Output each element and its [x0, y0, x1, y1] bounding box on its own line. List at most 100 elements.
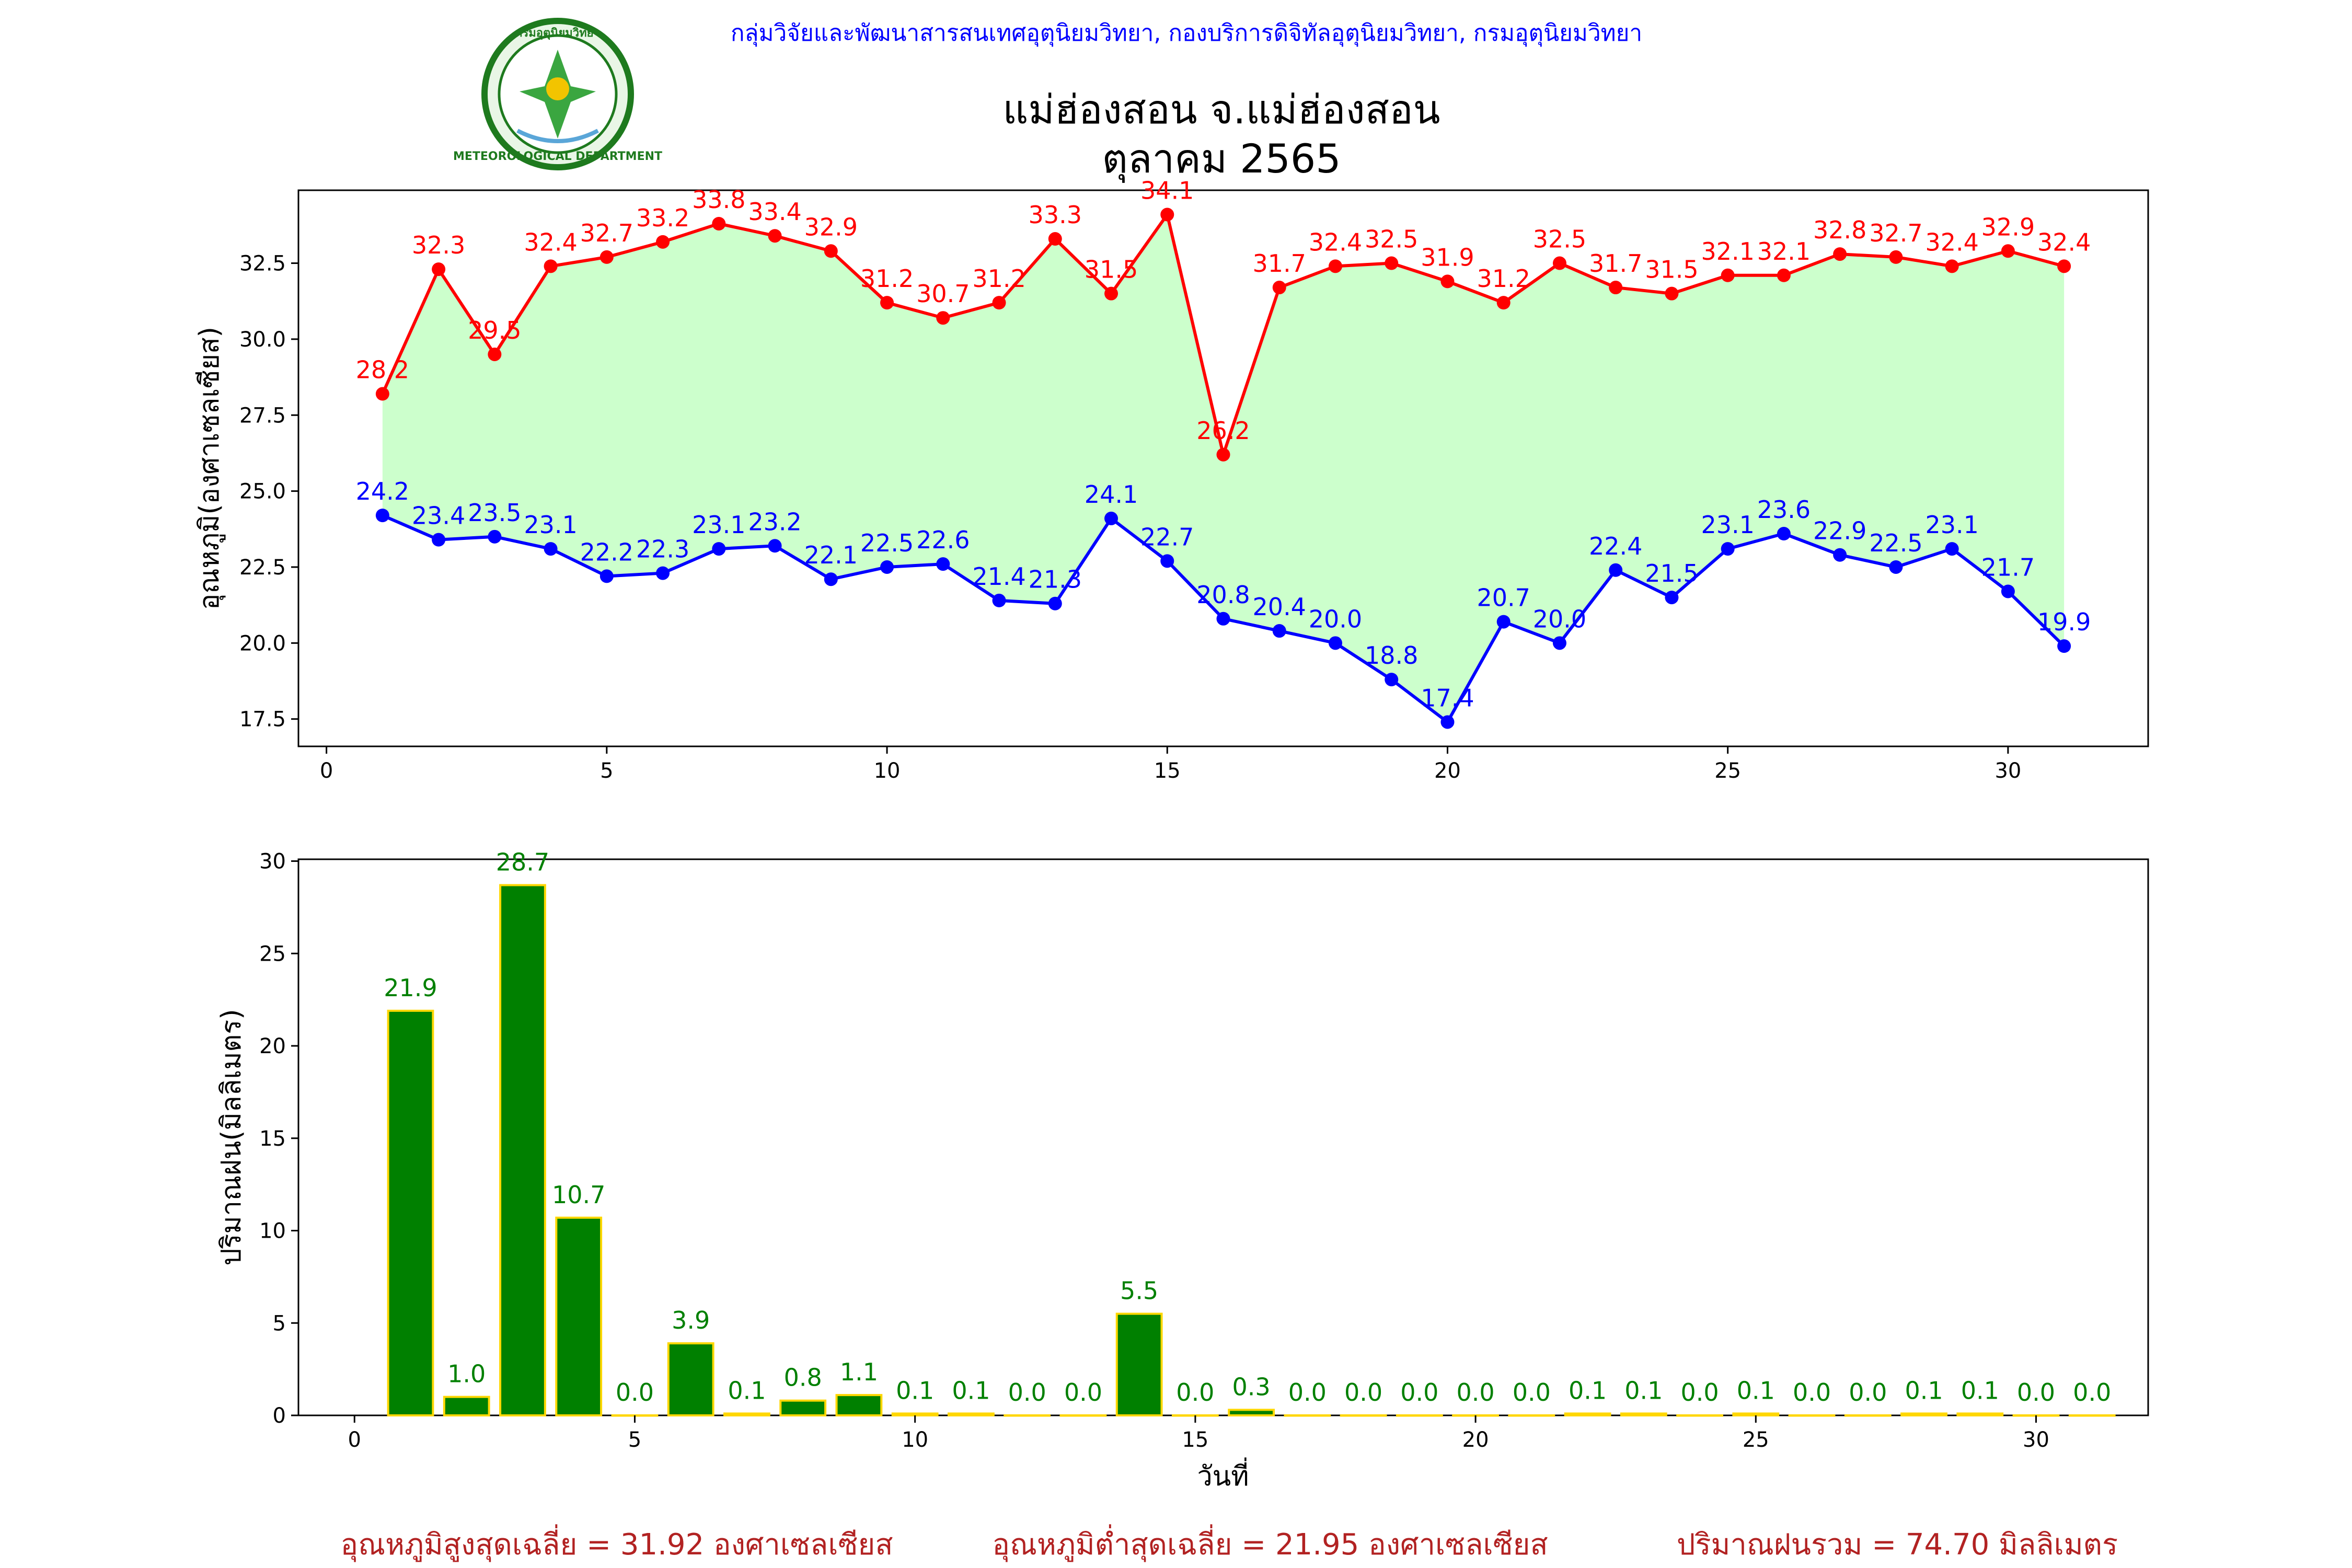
avg-max-temp-summary: อุณหภูมิสูงสุดเฉลี่ย = 31.92 องศาเซลเซีย…	[340, 1524, 893, 1562]
max-temperature-label: 31.5	[1085, 256, 1138, 284]
max-temperature-point	[1777, 268, 1791, 282]
min-temperature-point	[768, 539, 782, 553]
rainfall-bar	[1732, 1412, 1780, 1416]
max-temperature-label: 30.7	[916, 280, 970, 308]
max-temperature-label: 32.7	[1869, 219, 1922, 247]
min-temperature-label: 22.7	[1140, 523, 1194, 551]
rainfall-bar	[1284, 1414, 1331, 1417]
max-temperature-label: 32.5	[1365, 225, 1418, 253]
rainfall-label: 0.0	[1400, 1378, 1438, 1406]
max-temperature-label: 31.5	[1645, 256, 1698, 284]
x-tick-label: 30	[1994, 759, 2021, 783]
x-tick-label: 10	[902, 1428, 928, 1452]
rainfall-label: 0.1	[896, 1376, 934, 1404]
rainfall-label: 0.0	[1849, 1378, 1887, 1406]
max-temperature-point	[432, 262, 446, 276]
rainfall-bar	[1620, 1412, 1667, 1416]
x-tick-label: 20	[1434, 759, 1461, 783]
rainfall-label: 28.7	[496, 848, 549, 876]
min-temperature-label: 24.1	[1085, 480, 1138, 509]
rainfall-bar	[1228, 1409, 1275, 1416]
min-temperature-label: 23.4	[412, 502, 465, 530]
max-temperature-label: 31.7	[1589, 249, 1642, 278]
rainfall-label: 0.1	[1961, 1376, 1999, 1404]
max-temperature-point	[2001, 244, 2015, 258]
tmd-seal-logo: กรมอุตุนิยมวิทยา METEOROLOGICAL DEPARTME…	[453, 18, 662, 170]
max-temperature-label: 32.1	[1757, 237, 1811, 266]
rainfall-label: 0.1	[1737, 1376, 1775, 1404]
max-temperature-label: 31.9	[1421, 243, 1474, 271]
min-temperature-point	[1721, 542, 1735, 556]
rainfall-label: 0.0	[2017, 1378, 2055, 1406]
max-temperature-point	[1048, 232, 1062, 246]
max-temperature-point	[1609, 281, 1623, 295]
y-tick-label: 30	[259, 850, 286, 874]
min-temperature-label: 17.4	[1421, 684, 1474, 712]
rainfall-bar	[1900, 1412, 1947, 1416]
min-temperature-point	[1104, 511, 1119, 525]
max-temperature-label: 33.8	[692, 186, 745, 214]
min-temperature-label: 23.5	[468, 499, 521, 527]
rainfall-y-ticks: 0 5 10 15 20 25 30	[259, 850, 298, 1428]
max-temperature-label: 26.2	[1196, 417, 1250, 445]
svg-text:METEOROLOGICAL DEPARTMENT: METEOROLOGICAL DEPARTMENT	[453, 150, 662, 163]
rainfall-bar	[1844, 1414, 1892, 1417]
min-temperature-label: 23.1	[692, 511, 745, 539]
max-temperature-label: 31.2	[860, 264, 914, 293]
rainfall-bars: 21.9 1.0 28.7 10.7 0.0 3.9 0.1 0.8 1.1 0.1 0.1 0.0 0…	[384, 848, 2116, 1417]
y-tick-label: 30.0	[239, 328, 286, 352]
max-temperature-label: 29.5	[468, 316, 521, 344]
min-temperature-point	[1945, 542, 1959, 556]
max-temperature-point	[880, 296, 894, 310]
max-temperature-point	[824, 244, 838, 258]
min-temperature-label: 20.4	[1253, 593, 1306, 621]
max-temperature-point	[1833, 247, 1847, 261]
max-temperature-point	[1496, 296, 1511, 310]
temperature-y-axis-label: อุณหภูมิ(องศาเซลเซียส)	[194, 327, 226, 610]
rainfall-bar	[443, 1396, 490, 1416]
rainfall-label: 0.0	[1176, 1378, 1214, 1406]
rainfall-label: 0.0	[1680, 1378, 1719, 1406]
min-temperature-point	[599, 569, 614, 583]
rainfall-bar	[1956, 1412, 2004, 1416]
rainfall-bar	[723, 1412, 770, 1416]
min-temperature-point	[544, 542, 558, 556]
min-temperature-point	[936, 557, 950, 571]
min-temperature-label: 22.6	[916, 526, 970, 554]
max-temperature-label: 32.9	[1981, 213, 2035, 241]
x-tick-label: 5	[600, 759, 613, 783]
rainfall-label: 0.1	[1624, 1376, 1663, 1404]
max-temperature-label: 32.4	[524, 228, 577, 256]
min-temperature-label: 23.1	[1925, 511, 1978, 539]
max-temperature-label: 34.1	[1140, 177, 1194, 205]
y-tick-label: 17.5	[239, 708, 286, 732]
max-temperature-point	[1328, 259, 1342, 273]
min-temperature-label: 21.3	[1029, 566, 1082, 594]
max-temperature-point	[1945, 259, 1959, 273]
x-tick-label: 30	[2023, 1428, 2049, 1452]
min-temperature-point	[712, 542, 726, 556]
rainfall-label: 0.3	[1232, 1373, 1271, 1401]
rainfall-label: 0.0	[1008, 1378, 1046, 1406]
min-temperature-label: 23.1	[1701, 511, 1754, 539]
rainfall-label: 0.0	[1288, 1378, 1327, 1406]
x-tick-label: 0	[348, 1428, 361, 1452]
rainfall-y-axis-label: ปริมาณฝน(มิลลิเมตร)	[216, 1009, 247, 1265]
y-tick-label: 0	[273, 1404, 286, 1428]
y-tick-label: 25	[259, 942, 286, 966]
y-tick-label: 10	[259, 1219, 286, 1243]
min-temperature-point	[1440, 715, 1455, 729]
temperature-plot-frame	[297, 189, 2149, 747]
rainfall-label: 3.9	[672, 1306, 710, 1334]
max-temperature-point	[1889, 250, 1903, 264]
max-temperature-point	[1104, 286, 1119, 301]
min-temperature-label: 21.7	[1981, 553, 2035, 581]
rainfall-bar	[387, 1009, 434, 1416]
max-temperature-label: 31.2	[972, 264, 1025, 293]
max-temperature-point	[992, 296, 1006, 310]
x-tick-label: 5	[628, 1428, 641, 1452]
x-tick-label: 15	[1154, 759, 1181, 783]
temperature-series: 28.232.329.532.4 32.733.233.8 33.432.931.2…	[356, 177, 2091, 729]
rainfall-label: 0.0	[1513, 1378, 1551, 1406]
min-temperature-label: 20.7	[1477, 584, 1530, 612]
